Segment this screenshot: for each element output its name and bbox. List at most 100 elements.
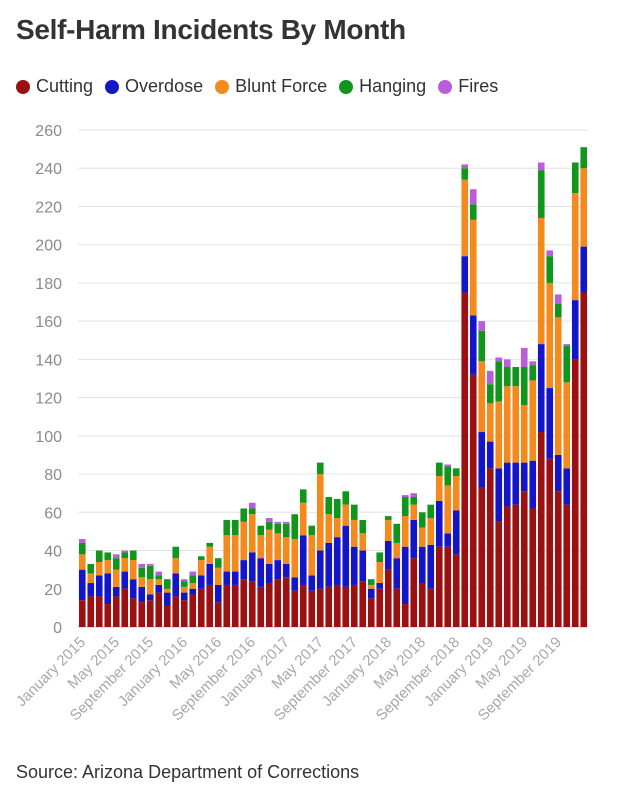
bar-segment-cutting bbox=[291, 590, 299, 627]
bar-segment-blunt-force bbox=[410, 504, 418, 520]
bar-segment-blunt-force bbox=[384, 519, 392, 541]
bar-segment-fires bbox=[537, 162, 545, 171]
y-tick-label: 220 bbox=[35, 199, 62, 216]
bar-segment-cutting bbox=[469, 374, 477, 627]
bar-segment-hanging bbox=[495, 361, 503, 402]
bar-segment-fires bbox=[146, 563, 154, 566]
bar-segment-blunt-force bbox=[163, 588, 171, 593]
bar-segment-hanging bbox=[282, 523, 290, 538]
bar-segment-fires bbox=[189, 571, 197, 576]
bar-segment-hanging bbox=[223, 519, 231, 536]
bar-segment-blunt-force bbox=[469, 219, 477, 316]
bar-segment-overdose bbox=[418, 546, 426, 584]
bar-segment-cutting bbox=[265, 583, 273, 627]
bar-segment-hanging bbox=[444, 466, 452, 486]
bar-segment-cutting bbox=[444, 546, 452, 627]
bar-segment-fires bbox=[265, 518, 273, 522]
bar-segment-blunt-force bbox=[78, 554, 86, 570]
bar-segment-blunt-force bbox=[486, 403, 494, 442]
bar-segment-cutting bbox=[206, 584, 214, 627]
bar-segment-overdose bbox=[537, 344, 545, 433]
bar-segment-overdose bbox=[129, 579, 137, 599]
bar-segment-cutting bbox=[452, 554, 460, 627]
legend-item-overdose: Overdose bbox=[105, 76, 203, 97]
bar-segment-overdose bbox=[121, 571, 129, 589]
bar-segment-hanging bbox=[146, 565, 154, 580]
bar-segment-blunt-force bbox=[206, 546, 214, 564]
bar-segment-fires bbox=[155, 571, 163, 576]
bar-segment-blunt-force bbox=[393, 542, 401, 559]
source-note: Source: Arizona Department of Correction… bbox=[16, 762, 360, 782]
bar-segment-hanging bbox=[78, 542, 86, 555]
bar-segment-blunt-force bbox=[401, 516, 409, 547]
bar-segment-cutting bbox=[376, 588, 384, 627]
bar-segment-cutting bbox=[172, 596, 180, 627]
bar-segment-fires bbox=[478, 321, 486, 331]
bar-segment-hanging bbox=[512, 367, 520, 387]
y-tick-label: 180 bbox=[35, 276, 62, 293]
bar-segment-blunt-force bbox=[537, 217, 545, 345]
bar-segment-blunt-force bbox=[155, 579, 163, 585]
bar-segment-overdose bbox=[486, 441, 494, 469]
bar-segment-overdose bbox=[78, 569, 86, 601]
bar-segment-fires bbox=[121, 550, 129, 553]
bar-segment-overdose bbox=[257, 558, 265, 587]
legend-label: Hanging bbox=[359, 76, 427, 96]
bar-segment-cutting bbox=[180, 600, 188, 627]
bar-segment-hanging bbox=[325, 497, 333, 515]
bar-segment-overdose bbox=[333, 537, 341, 585]
bar-segment-overdose bbox=[563, 468, 571, 505]
bar-segment-overdose bbox=[189, 588, 197, 595]
bar-segment-blunt-force bbox=[478, 361, 486, 433]
bar-segment-blunt-force bbox=[291, 539, 299, 578]
bar-segment-cutting bbox=[359, 581, 367, 627]
legend-label: Overdose bbox=[125, 76, 204, 96]
bar-segment-fires bbox=[554, 294, 562, 304]
bar-segment-overdose bbox=[180, 592, 188, 601]
bar-segment-overdose bbox=[571, 300, 579, 360]
bar-segment-overdose bbox=[512, 462, 520, 505]
bar-segment-cutting bbox=[78, 600, 86, 627]
bar-segment-hanging bbox=[359, 519, 367, 534]
bar-segment-hanging bbox=[214, 558, 222, 568]
bar-segment-cutting bbox=[571, 359, 579, 627]
bar-segment-overdose bbox=[384, 540, 392, 570]
bar-segment-cutting bbox=[146, 600, 154, 627]
bar-segment-cutting bbox=[546, 458, 554, 627]
bar-segment-blunt-force bbox=[248, 514, 256, 553]
bar-segment-cutting bbox=[240, 579, 248, 627]
bar-segment-cutting bbox=[325, 586, 333, 627]
bar-segment-cutting bbox=[308, 590, 316, 627]
bar-segment-hanging bbox=[291, 514, 299, 540]
bar-segment-blunt-force bbox=[257, 535, 265, 559]
bar-segment-fires bbox=[529, 361, 537, 366]
y-tick-label: 40 bbox=[44, 544, 62, 561]
bar-segment-hanging bbox=[486, 384, 494, 404]
bar-segment-blunt-force bbox=[520, 405, 528, 463]
bar-segment-overdose bbox=[172, 573, 180, 597]
bar-segment-overdose bbox=[520, 462, 528, 492]
bar-segment-blunt-force bbox=[376, 562, 384, 584]
legend-item-hanging: Hanging bbox=[339, 76, 426, 97]
bar-segment-hanging bbox=[452, 468, 460, 476]
bar-segment-overdose bbox=[274, 560, 282, 580]
bar-segment-hanging bbox=[546, 256, 554, 283]
bar-segment-hanging bbox=[580, 147, 588, 169]
bar-segment-cutting bbox=[274, 579, 282, 627]
legend-item-cutting: Cutting bbox=[16, 76, 93, 97]
legend-label: Cutting bbox=[36, 76, 94, 96]
bar-segment-blunt-force bbox=[325, 514, 333, 543]
bar-segment-blunt-force bbox=[418, 527, 426, 547]
legend-label: Fires bbox=[458, 76, 499, 96]
y-tick-label: 200 bbox=[35, 238, 62, 255]
bar-segment-cutting bbox=[529, 508, 537, 627]
stacked-bar-chart: 020406080100120140160180200220240260Janu… bbox=[13, 123, 588, 724]
bar-segment-fires bbox=[444, 464, 452, 467]
bar-segment-cutting bbox=[189, 594, 197, 627]
bar-segment-cutting bbox=[520, 491, 528, 627]
bar-segment-cutting bbox=[333, 584, 341, 627]
bar-segment-hanging bbox=[189, 575, 197, 584]
bar-segment-cutting bbox=[138, 602, 146, 627]
bar-segment-overdose bbox=[376, 583, 384, 589]
bar-segment-cutting bbox=[393, 588, 401, 627]
